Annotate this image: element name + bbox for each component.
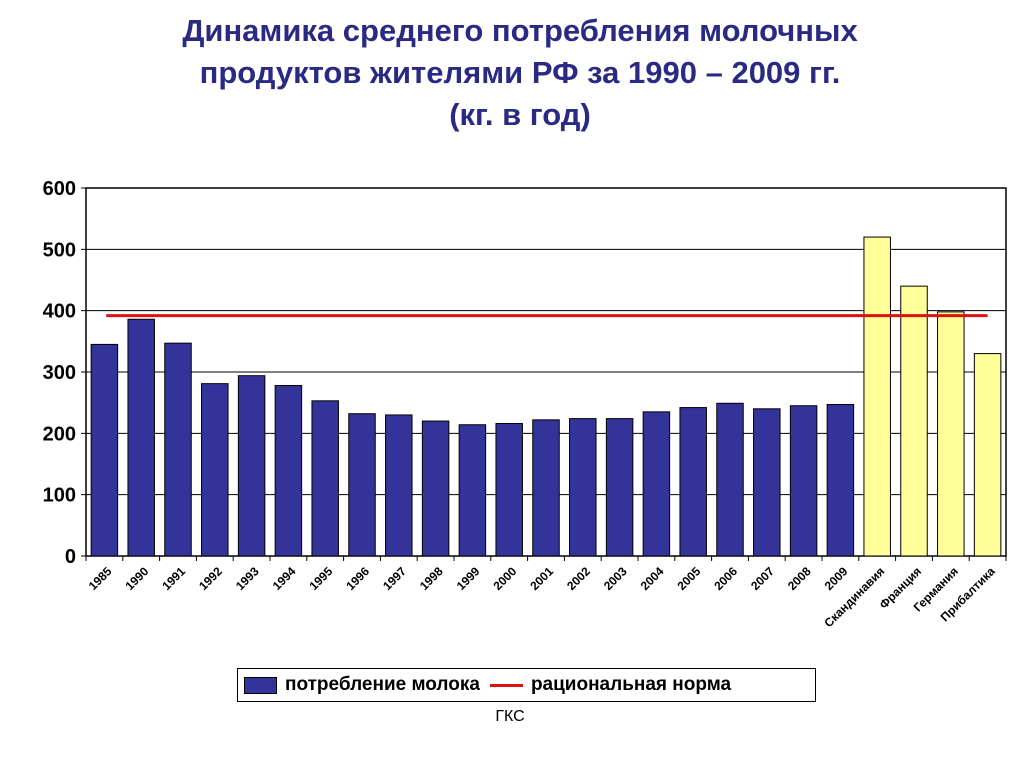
- x-tick-label: 2007: [748, 564, 777, 593]
- title-line-3: (кг. в год): [449, 97, 591, 132]
- y-tick-label: 100: [43, 485, 76, 507]
- chart-title: Динамика среднего потребления молочных п…: [100, 10, 940, 136]
- chart-legend: потребление молока рациональная норма: [237, 668, 816, 702]
- bar: [348, 413, 376, 557]
- bar: [237, 375, 266, 557]
- bar: [311, 400, 339, 557]
- x-tick-label: 2005: [675, 564, 704, 593]
- bar: [90, 343, 119, 557]
- bar-chart: 0 100 200 300 400 500 600 1985 1990 1991 1992 1993 1…: [43, 178, 1007, 630]
- x-tick-label: 2001: [527, 564, 556, 593]
- bar: [937, 311, 965, 557]
- bar: [679, 407, 707, 557]
- bar: [127, 318, 155, 557]
- x-tick-label: 1996: [343, 564, 372, 593]
- x-tick-label: 1990: [123, 564, 152, 593]
- x-tick-label: 2003: [601, 564, 630, 593]
- x-tick-label: 2000: [491, 564, 520, 593]
- bar: [164, 342, 192, 557]
- source-note: ГКС: [495, 708, 525, 725]
- x-tick-label: 1991: [159, 564, 188, 593]
- bar: [421, 420, 450, 557]
- x-tick-label: 2008: [785, 564, 814, 593]
- x-tick-label: 1994: [270, 564, 299, 593]
- bar: [826, 404, 855, 557]
- bar: [201, 383, 229, 557]
- y-tick-label: 300: [43, 362, 76, 384]
- legend-swatch-norm: [489, 683, 523, 687]
- y-tick-label: 500: [43, 239, 76, 261]
- bar: [385, 414, 413, 557]
- bar: [789, 405, 818, 557]
- x-tick-label: 2002: [564, 564, 593, 593]
- legend-label-norm: рациональная норма: [530, 674, 732, 695]
- bar: [716, 402, 744, 557]
- y-tick-label: 200: [43, 423, 76, 445]
- y-tick-label: 600: [43, 178, 76, 200]
- x-tick-label: 1998: [417, 564, 446, 593]
- bar: [900, 285, 928, 557]
- x-tick-label: 1993: [233, 564, 262, 593]
- bar: [569, 418, 597, 557]
- x-tick-label: 1999: [454, 564, 483, 593]
- bar: [973, 353, 1002, 557]
- bar: [642, 411, 671, 557]
- x-tick-label: 1985: [86, 564, 115, 593]
- bar: [605, 418, 634, 557]
- bar: [495, 423, 523, 557]
- x-tick-label: 2004: [638, 564, 667, 593]
- x-tick-label: 2006: [711, 564, 740, 593]
- legend-swatch-consumption: [244, 676, 277, 694]
- y-tick-label: 400: [43, 301, 76, 323]
- title-line-1: Динамика среднего потребления молочных: [182, 13, 858, 48]
- bar: [863, 236, 891, 557]
- bar: [458, 424, 487, 557]
- bar: [753, 408, 781, 557]
- bar: [274, 384, 303, 557]
- x-tick-label: 1995: [307, 564, 336, 593]
- x-tick-label: 2009: [822, 564, 851, 593]
- x-tick-label: 1992: [196, 564, 225, 593]
- bar: [532, 419, 560, 557]
- legend-label-consumption: потребление молока: [285, 674, 480, 695]
- x-tick-label: 1997: [380, 564, 409, 593]
- title-line-2: продуктов жителями РФ за 1990 – 2009 гг.: [199, 55, 841, 90]
- y-tick-label: 0: [65, 546, 76, 568]
